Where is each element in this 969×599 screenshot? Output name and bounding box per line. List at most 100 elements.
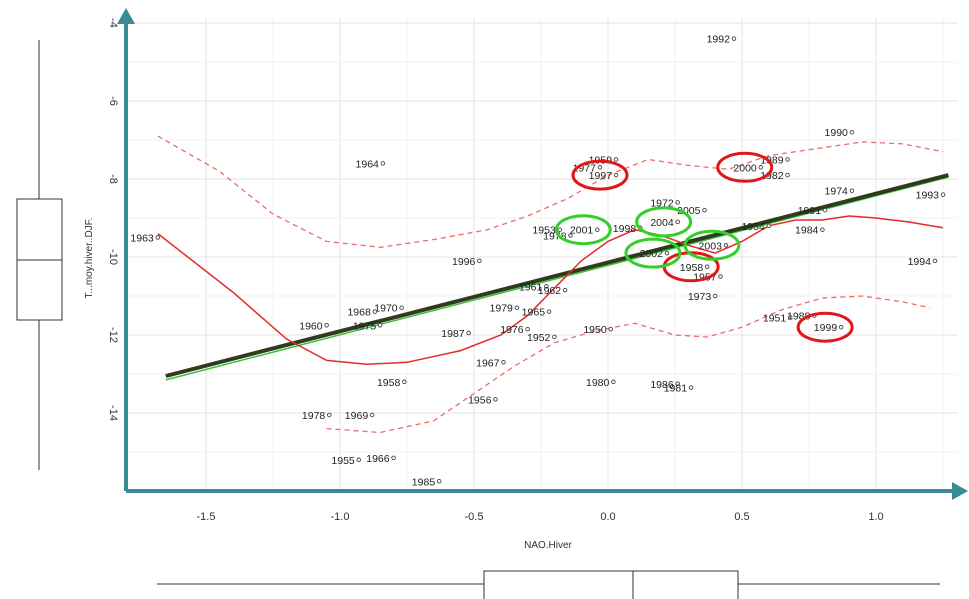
data-point-label: 1961 [519,281,543,293]
data-point-label: 1996 [452,256,476,268]
data-point [501,360,506,365]
data-point-label: 1958 [377,377,401,389]
data-point-label: 1966 [366,453,390,465]
data-point-label: 1984 [795,225,819,237]
data-point [546,309,552,314]
data-point-label: 1974 [825,186,849,198]
data-point-label: 1965 [522,307,546,319]
red-highlight-ellipse [571,159,629,191]
y-tick-labels: -4 -6 -8 -10 -12 -14 [107,18,119,421]
loess-line [157,215,944,366]
data-point [675,381,680,387]
data-point [327,412,332,418]
data-point-label: 2002 [640,248,664,260]
data-point [664,250,670,256]
x-tick-label: 0.0 [600,511,615,523]
x-boxplot-box [483,570,739,599]
x-tick-label: -1.5 [197,511,216,523]
data-point [613,172,619,178]
data-point-label: 2005 [677,205,701,217]
data-point-label: 1970 [374,303,398,315]
data-point [702,207,707,213]
data-point-label: 2003 [699,240,723,252]
data-point [688,385,694,390]
data-point [766,223,772,229]
data-point [377,323,383,328]
regression-line [165,173,949,378]
data-point [372,309,378,314]
data-point-label: 1997 [589,170,613,182]
data-point-label: 1955 [331,455,355,467]
green-highlight-ellipse [635,206,693,238]
y-axis-arrow [117,8,135,24]
regression-line-green [165,176,949,381]
x-tick-labels: -1.5 -1.0 -0.5 0.0 0.5 1.0 [197,511,884,523]
data-point-label: 1963 [130,233,154,245]
data-point [324,323,329,328]
data-point [712,293,718,299]
data-point [608,326,613,332]
data-point-label: 1951 [763,312,787,324]
x-axis-title: NAO.Hiver [524,540,572,551]
data-point-label: 1979 [490,303,514,315]
data-point-label: 2004 [650,217,674,229]
data-point [613,157,619,162]
data-point-label: 1969 [345,410,369,422]
data-point [399,305,404,310]
fit-lines [157,135,949,434]
data-point-label: 1976 [500,324,524,336]
data-point-label: 1990 [825,127,849,139]
x-tick-label: -1.0 [331,511,350,523]
data-point-label: 1986 [650,379,674,391]
data-point [820,227,825,232]
data-point-label: 1985 [412,476,436,488]
data-point [356,457,362,463]
data-point [723,243,729,248]
data-point [595,227,600,232]
green-highlight-ellipse [624,237,682,269]
data-point-label: 1967 [476,357,500,369]
y-tick-label: -14 [107,405,119,421]
data-point [611,379,616,385]
y-tick-label: -12 [107,327,119,343]
data-point-label: 1978 [543,231,567,243]
data-point [940,192,946,197]
data-point [822,207,828,213]
data-point [675,219,680,225]
y-tick-label: -10 [107,249,119,265]
data-point [369,412,375,418]
data-point-label: 1960 [299,320,323,332]
data-point [552,334,557,340]
data-point-label: 1956 [468,394,492,406]
data-point-label: 1999 [814,322,838,334]
data-point-label: 1994 [908,256,932,268]
data-point [597,165,603,170]
data-point [562,287,568,293]
green-highlight-ellipse [683,229,741,261]
data-point [466,330,471,336]
x-tick-label: 0.5 [734,511,749,523]
y-marginal-boxplot [16,40,63,470]
data-point [391,455,396,461]
data-point-label: 1952 [527,332,551,344]
data-point-label: 1954 [741,221,765,233]
data-point [849,129,855,135]
data-point-label: 1975 [353,320,377,332]
data-point-label: 1978 [302,410,326,422]
x-axis-arrow [952,482,968,500]
x-tick-label: 1.0 [868,511,883,523]
data-point-label: 1953 [532,225,556,237]
data-point [477,258,482,264]
data-point [514,305,520,310]
data-point [544,284,549,289]
data-point [718,274,723,279]
data-point-label: 1981 [664,383,688,395]
data-point-label: 1987 [441,328,465,340]
data-point-label: 1958 [680,262,704,274]
y-axis-title: T...moy.hiver..DJF. [84,218,95,299]
data-point [731,36,737,41]
data-point-label: 1993 [916,190,940,202]
data-point-label: 1992 [707,34,731,46]
